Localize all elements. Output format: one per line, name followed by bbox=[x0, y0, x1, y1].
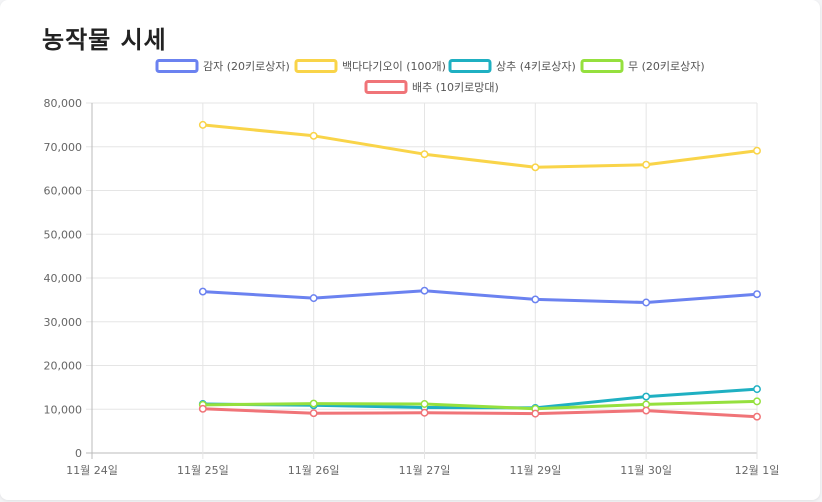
data-point[interactable] bbox=[753, 385, 761, 394]
y-tick-label: 70,000 bbox=[44, 141, 83, 154]
x-tick-label: 11월 26일 bbox=[288, 463, 340, 477]
legend-swatch[interactable] bbox=[448, 59, 492, 73]
data-point[interactable] bbox=[420, 286, 429, 295]
legend-swatch[interactable] bbox=[580, 59, 624, 73]
series-line bbox=[202, 399, 758, 411]
y-tick-label: 40,000 bbox=[44, 272, 83, 285]
data-point[interactable] bbox=[753, 397, 761, 406]
data-point[interactable] bbox=[642, 160, 651, 169]
data-point[interactable] bbox=[642, 392, 651, 401]
x-tick-label: 11월 29일 bbox=[509, 463, 561, 477]
legend-label[interactable]: 배추 (10키로망대) bbox=[412, 81, 499, 94]
chart-title: 농작물 시세 bbox=[42, 26, 167, 54]
series-line bbox=[202, 407, 758, 419]
legend-label[interactable]: 백다다기오이 (100개) bbox=[342, 60, 446, 73]
series-line bbox=[202, 123, 758, 169]
data-point[interactable] bbox=[198, 404, 207, 413]
data-point[interactable] bbox=[531, 409, 540, 418]
data-point[interactable] bbox=[198, 120, 207, 129]
legend-swatch[interactable] bbox=[155, 59, 199, 73]
data-point[interactable] bbox=[309, 294, 318, 303]
series-line bbox=[202, 289, 758, 304]
legend-label[interactable]: 무 (20키로상자) bbox=[628, 60, 705, 73]
y-tick-label: 60,000 bbox=[44, 185, 83, 198]
y-tick-label: 10,000 bbox=[44, 403, 83, 416]
x-tick-label: 11월 27일 bbox=[399, 463, 451, 477]
data-point[interactable] bbox=[642, 298, 651, 307]
data-point[interactable] bbox=[420, 400, 429, 408]
legend-label[interactable]: 상추 (4키로상자) bbox=[496, 60, 576, 73]
y-tick-label: 20,000 bbox=[44, 360, 83, 373]
y-tick-label: 50,000 bbox=[44, 228, 83, 241]
data-point[interactable] bbox=[642, 406, 651, 415]
legend-label[interactable]: 감자 (20키로상자) bbox=[203, 60, 290, 73]
data-point[interactable] bbox=[753, 146, 761, 155]
data-point[interactable] bbox=[198, 287, 207, 296]
data-point[interactable] bbox=[420, 150, 429, 159]
data-point[interactable] bbox=[531, 163, 540, 172]
x-tick-label: 11월 30일 bbox=[620, 463, 672, 477]
legend-swatch[interactable] bbox=[364, 80, 408, 94]
data-point[interactable] bbox=[309, 409, 318, 418]
x-tick-label: 12월 1일 bbox=[735, 463, 780, 477]
data-point[interactable] bbox=[309, 399, 318, 408]
data-point[interactable] bbox=[420, 408, 429, 417]
y-tick-label: 0 bbox=[75, 447, 82, 460]
data-point[interactable] bbox=[531, 295, 540, 304]
y-tick-label: 30,000 bbox=[44, 316, 83, 329]
x-tick-label: 11월 25일 bbox=[177, 463, 229, 477]
data-point[interactable] bbox=[753, 412, 761, 421]
x-tick-label: 11월 24일 bbox=[66, 463, 118, 477]
y-tick-label: 80,000 bbox=[44, 97, 83, 110]
data-point[interactable] bbox=[753, 290, 761, 299]
legend-swatch[interactable] bbox=[294, 59, 338, 73]
data-point[interactable] bbox=[309, 131, 318, 140]
